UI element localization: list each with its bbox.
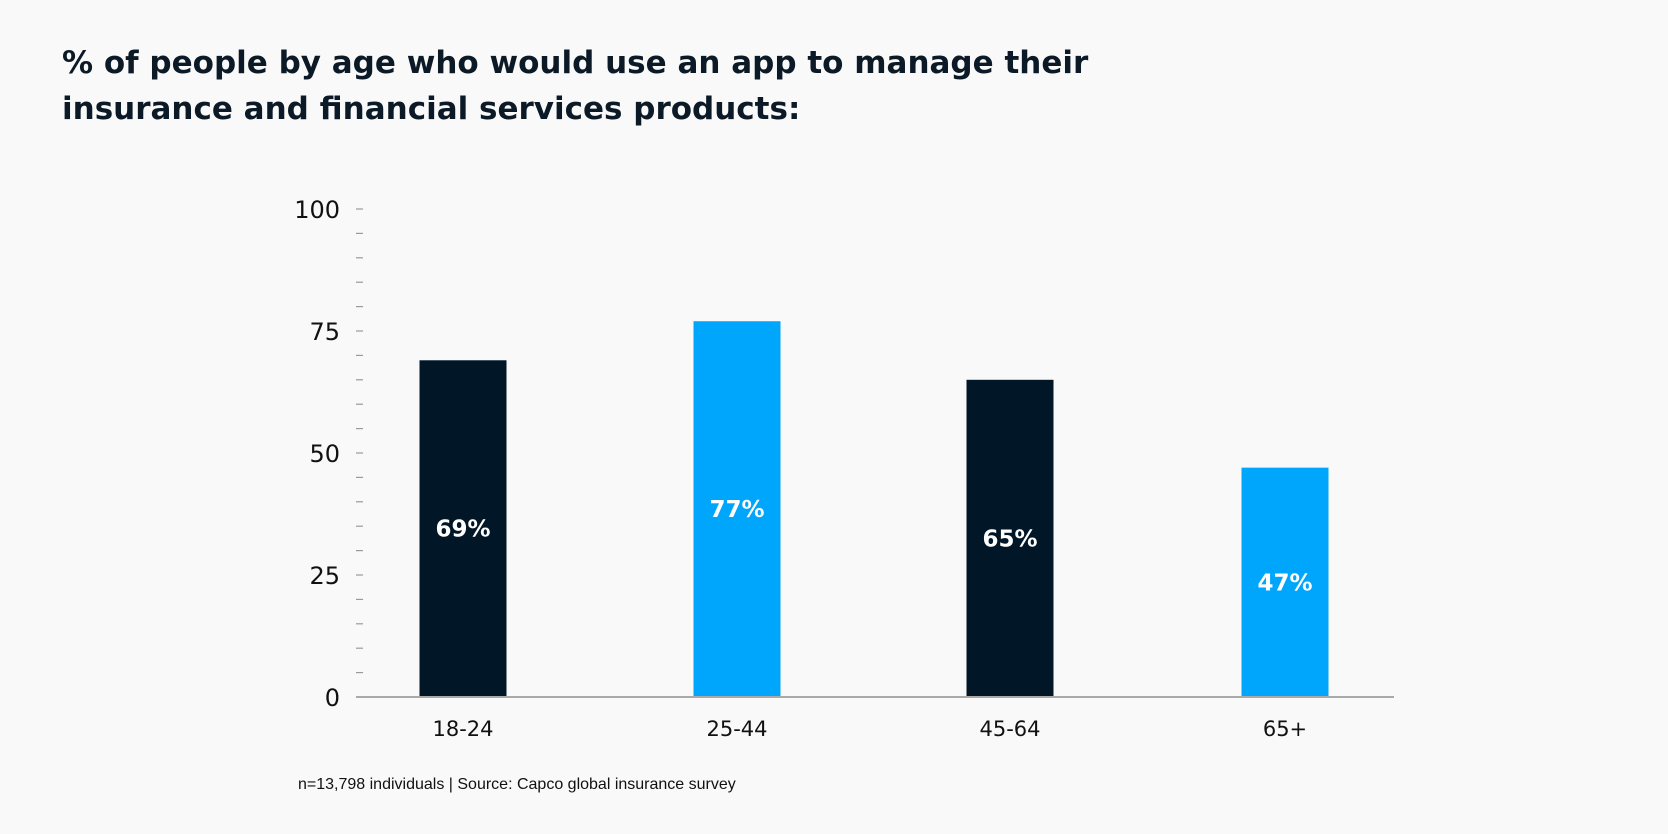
y-tick-label: 100 <box>294 196 340 224</box>
bar <box>966 379 1054 697</box>
bar <box>419 360 507 697</box>
x-tick-label: 18-24 <box>432 717 493 741</box>
bar-data-label: 65% <box>982 526 1037 552</box>
x-tick-label: 65+ <box>1263 717 1307 741</box>
x-tick-label: 45-64 <box>979 717 1040 741</box>
bar-data-label: 47% <box>1257 570 1312 596</box>
x-tick-label: 25-44 <box>706 717 767 741</box>
source-footnote: n=13,798 individuals | Source: Capco glo… <box>298 776 736 793</box>
y-tick-label: 75 <box>309 318 340 346</box>
y-tick-label: 25 <box>309 562 340 590</box>
y-tick-label: 50 <box>309 440 340 468</box>
bar-data-label: 69% <box>435 517 490 543</box>
bar-data-label: 77% <box>709 497 764 523</box>
bar <box>1241 467 1329 697</box>
bar <box>693 321 781 697</box>
chart-title: % of people by age who would use an app … <box>62 45 1089 127</box>
y-tick-label: 0 <box>325 684 340 712</box>
